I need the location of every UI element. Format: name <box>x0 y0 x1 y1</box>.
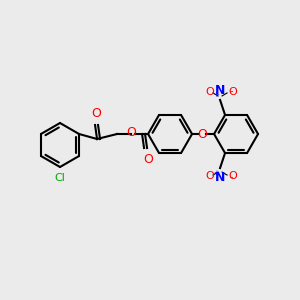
Text: O: O <box>205 171 214 181</box>
Text: +: + <box>213 170 219 176</box>
Text: -: - <box>229 172 233 182</box>
Text: O: O <box>197 128 207 140</box>
Text: N: N <box>215 171 225 184</box>
Text: O: O <box>228 87 237 97</box>
Text: O: O <box>126 127 136 140</box>
Text: Cl: Cl <box>55 173 65 183</box>
Text: O: O <box>205 87 214 97</box>
Text: O: O <box>143 153 153 166</box>
Text: +: + <box>213 92 219 98</box>
Text: O: O <box>228 171 237 181</box>
Text: O: O <box>92 107 101 120</box>
Text: -: - <box>229 86 233 96</box>
Text: N: N <box>215 84 225 97</box>
